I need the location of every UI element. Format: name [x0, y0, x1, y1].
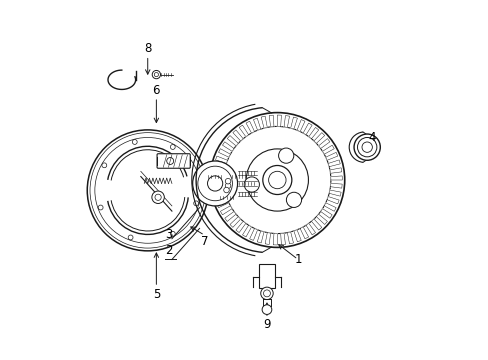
Polygon shape — [264, 233, 270, 244]
Polygon shape — [326, 197, 339, 204]
Polygon shape — [293, 230, 301, 242]
Circle shape — [260, 287, 273, 300]
Polygon shape — [257, 231, 264, 243]
FancyBboxPatch shape — [157, 154, 190, 168]
Polygon shape — [273, 234, 277, 245]
Polygon shape — [303, 123, 311, 135]
Polygon shape — [320, 209, 331, 218]
Circle shape — [263, 290, 270, 297]
Circle shape — [224, 187, 229, 193]
Circle shape — [361, 142, 371, 152]
Polygon shape — [253, 118, 260, 130]
Circle shape — [268, 171, 285, 189]
Polygon shape — [313, 132, 324, 143]
Polygon shape — [212, 172, 224, 177]
Circle shape — [357, 138, 376, 157]
Polygon shape — [229, 217, 240, 228]
Circle shape — [278, 148, 293, 163]
Polygon shape — [311, 219, 321, 230]
Circle shape — [154, 72, 158, 77]
Polygon shape — [316, 214, 327, 225]
Text: 7: 7 — [201, 235, 208, 248]
Circle shape — [262, 166, 291, 194]
Circle shape — [225, 183, 230, 189]
Polygon shape — [214, 193, 226, 200]
Circle shape — [262, 305, 271, 314]
Circle shape — [87, 130, 208, 251]
Text: 6: 6 — [152, 84, 160, 96]
Polygon shape — [220, 206, 232, 215]
Polygon shape — [318, 139, 329, 149]
Polygon shape — [287, 232, 293, 244]
Circle shape — [225, 179, 230, 184]
Polygon shape — [322, 145, 334, 154]
Polygon shape — [277, 115, 281, 126]
Polygon shape — [235, 221, 245, 233]
Circle shape — [192, 161, 237, 206]
Polygon shape — [232, 130, 243, 141]
Polygon shape — [296, 120, 305, 131]
Circle shape — [152, 191, 164, 203]
Polygon shape — [218, 149, 230, 157]
Polygon shape — [328, 190, 341, 196]
Polygon shape — [213, 164, 225, 170]
Polygon shape — [305, 223, 315, 235]
Polygon shape — [280, 233, 285, 245]
Polygon shape — [268, 115, 273, 127]
Circle shape — [286, 192, 301, 207]
Polygon shape — [245, 121, 254, 133]
Polygon shape — [327, 160, 340, 167]
Text: 3: 3 — [164, 228, 172, 241]
Circle shape — [244, 177, 259, 192]
Polygon shape — [261, 116, 267, 128]
Polygon shape — [300, 227, 308, 239]
Circle shape — [152, 71, 160, 79]
Text: 9: 9 — [263, 318, 270, 331]
Polygon shape — [242, 225, 251, 237]
Polygon shape — [222, 142, 234, 151]
Circle shape — [246, 149, 308, 211]
Circle shape — [224, 126, 330, 234]
Polygon shape — [215, 156, 227, 163]
Polygon shape — [284, 116, 289, 127]
Text: 1: 1 — [294, 253, 301, 266]
Polygon shape — [212, 187, 224, 192]
Polygon shape — [249, 229, 257, 240]
Polygon shape — [308, 127, 318, 139]
Polygon shape — [324, 203, 335, 211]
Polygon shape — [329, 168, 341, 173]
Polygon shape — [325, 152, 337, 160]
Polygon shape — [330, 176, 342, 180]
Text: 4: 4 — [368, 131, 375, 144]
Polygon shape — [290, 117, 297, 129]
Polygon shape — [217, 200, 228, 208]
Text: 5: 5 — [152, 288, 160, 301]
Circle shape — [198, 166, 232, 201]
Polygon shape — [330, 183, 342, 188]
Circle shape — [353, 134, 380, 160]
Polygon shape — [239, 125, 248, 137]
FancyBboxPatch shape — [258, 264, 275, 288]
Circle shape — [209, 113, 344, 247]
Polygon shape — [227, 135, 238, 146]
Circle shape — [207, 176, 222, 191]
Text: 8: 8 — [144, 42, 151, 55]
Polygon shape — [212, 180, 224, 184]
Text: 2: 2 — [164, 244, 172, 257]
Polygon shape — [224, 211, 236, 221]
